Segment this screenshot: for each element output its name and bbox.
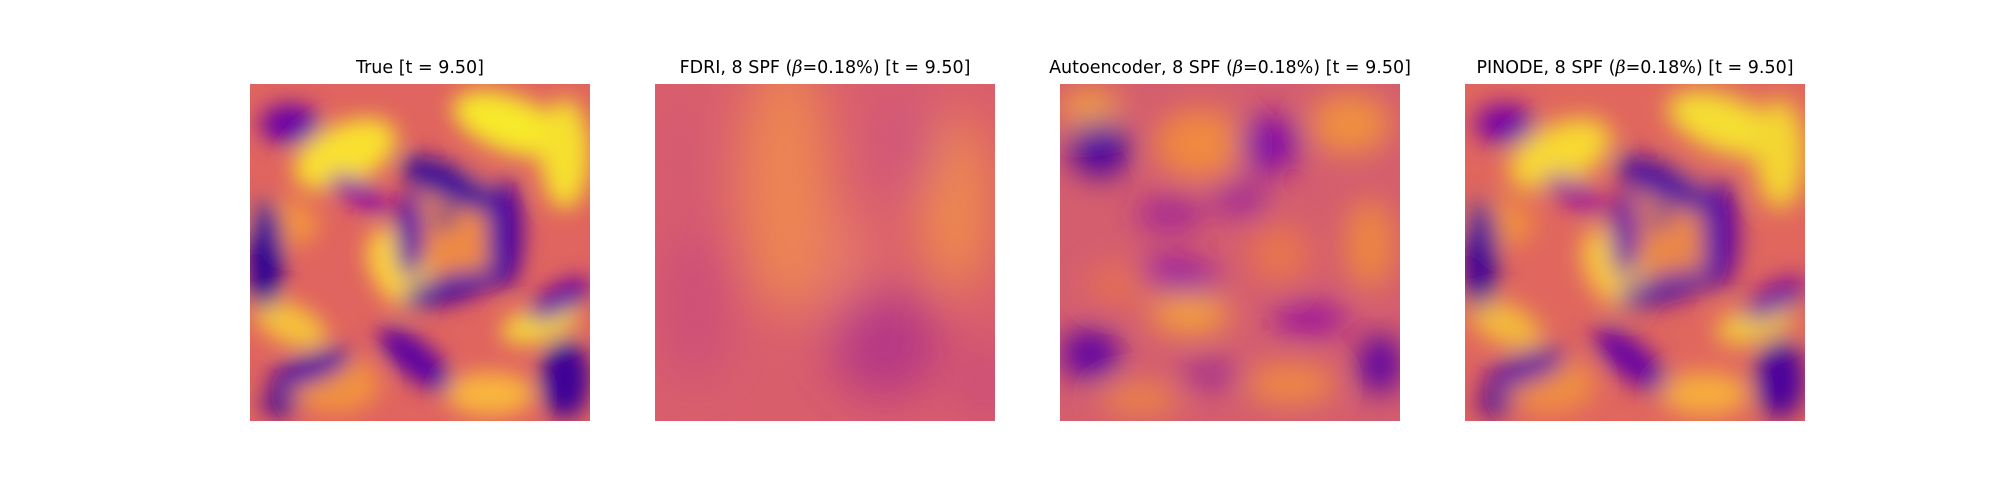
title-beta: β — [792, 58, 803, 78]
title-prefix: PINODE, 8 SPF ( — [1476, 58, 1616, 78]
panel-title: True [t = 9.50] — [210, 58, 630, 78]
panel-title: PINODE, 8 SPF (β=0.18%) [t = 9.50] — [1425, 58, 1845, 78]
title-beta: β — [1615, 58, 1626, 78]
title-prefix: True [t = 9.50] — [355, 58, 484, 78]
title-suffix: =0.18%) [t = 9.50] — [1243, 58, 1411, 78]
title-suffix: =0.18%) [t = 9.50] — [802, 58, 971, 78]
title-prefix: Autoencoder, 8 SPF ( — [1049, 58, 1233, 78]
title-prefix: FDRI, 8 SPF ( — [679, 58, 793, 78]
field-image-pinode — [1465, 84, 1805, 421]
field-image-autoencoder — [1060, 84, 1400, 421]
panel-title: FDRI, 8 SPF (β=0.18%) [t = 9.50] — [615, 58, 1035, 78]
field-image-true — [250, 84, 590, 421]
title-suffix: =0.18%) [t = 9.50] — [1625, 58, 1794, 78]
panel-title: Autoencoder, 8 SPF (β=0.18%) [t = 9.50] — [1020, 58, 1440, 78]
title-beta: β — [1232, 58, 1244, 78]
field-image-fdri — [655, 84, 995, 421]
